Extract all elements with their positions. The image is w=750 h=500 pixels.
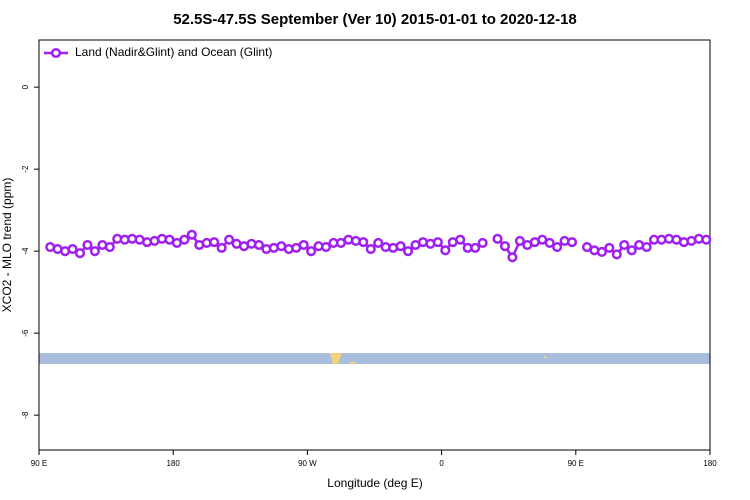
point [224,234,235,245]
point [209,237,220,248]
point [320,242,332,253]
plot-frame [38,39,711,451]
point [358,237,369,248]
point [701,234,712,245]
point [552,242,563,253]
point [470,242,481,253]
point [499,241,511,252]
point [253,239,264,251]
point [514,235,525,246]
point [403,246,414,257]
point [373,237,384,248]
point [104,242,115,253]
point [74,248,86,259]
point [492,233,503,244]
y-tick-label: -6 [21,329,30,337]
point [395,241,406,252]
point [455,234,466,245]
point [611,249,622,260]
point [306,246,317,257]
y-tick-label: -4 [21,247,30,255]
x-tick-label: 0 [439,459,444,468]
point [432,237,443,248]
x-tick-label: 180 [167,459,181,468]
y-tick-label: 0 [21,84,30,89]
map-strip [39,353,710,364]
y-axis-label: XCO2 - MLO trend (ppm) [0,178,14,313]
x-axis-label: Longitude (deg E) [327,476,422,490]
point [186,229,197,240]
point [179,234,190,245]
x-tick-label: 90 E [31,459,47,468]
point [604,242,615,253]
x-tick-label: 180 [703,459,717,468]
point [626,245,637,256]
point [477,237,488,248]
point [596,246,607,258]
point [67,244,78,255]
point [619,239,630,251]
y-tick-label: -2 [21,165,30,173]
point [89,246,100,257]
point [216,242,227,253]
point [440,245,451,256]
point [298,239,309,251]
point [544,237,555,248]
x-tick-label: 90 W [298,459,317,468]
legend-label: Land (Nadir&Glint) and Ocean (Glint) [75,45,272,59]
point [507,252,518,263]
point [641,242,652,253]
point [365,244,376,255]
chart-title: 52.5S-47.5S September (Ver 10) 2015-01-0… [173,11,577,28]
x-tick-label: 90 E [568,459,584,468]
point [567,237,578,248]
legend-marker [50,47,62,59]
y-tick-label: -8 [21,411,30,419]
point [82,239,93,251]
